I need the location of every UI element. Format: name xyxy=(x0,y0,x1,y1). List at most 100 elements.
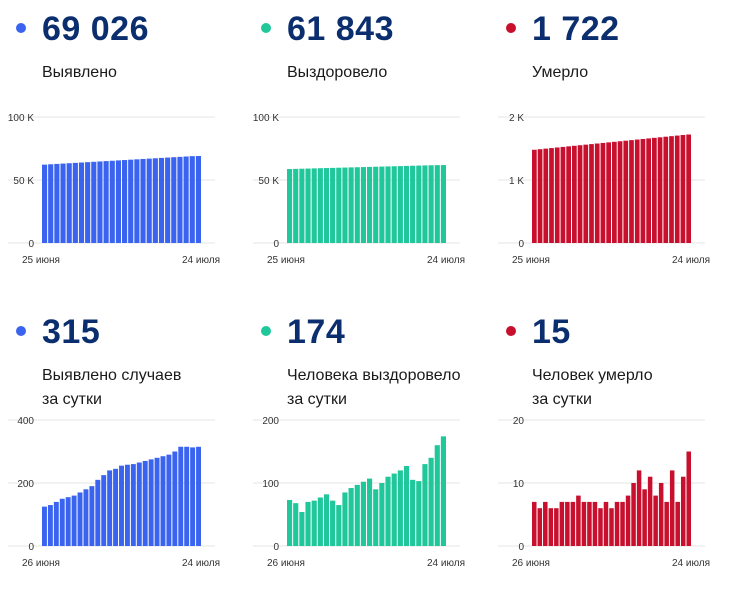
bar xyxy=(336,505,342,546)
x-tick-label: 24 июля xyxy=(427,558,465,569)
bar xyxy=(342,492,348,546)
bar xyxy=(66,163,72,243)
bar xyxy=(634,139,640,243)
bar xyxy=(113,468,119,546)
stat-label: Выявлено случаев за сутки xyxy=(42,364,181,412)
bar xyxy=(537,149,543,243)
bar xyxy=(686,134,691,243)
bar xyxy=(42,164,48,243)
x-tick-label: 24 июля xyxy=(182,255,220,266)
bar xyxy=(577,145,583,243)
x-tick-label: 25 июня xyxy=(512,255,550,266)
bar xyxy=(686,451,691,546)
bar xyxy=(95,479,101,546)
bar xyxy=(391,166,397,243)
bar xyxy=(336,167,342,243)
stat-label: Человека выздоровело за сутки xyxy=(287,364,460,412)
y-tick-label: 0 xyxy=(518,542,524,553)
bar xyxy=(311,500,317,546)
bar xyxy=(403,165,410,243)
stat-panel-detected: 69 026 Выявлено 100 K 50 K 0 25 июня 24 июля xyxy=(0,0,245,303)
bar xyxy=(385,476,391,546)
y-tick-label: 200 xyxy=(17,479,34,490)
bar xyxy=(636,470,642,546)
bar xyxy=(583,144,589,243)
bar xyxy=(142,460,148,546)
bar xyxy=(59,498,65,546)
bar xyxy=(434,445,440,546)
stat-value: 174 xyxy=(287,313,346,351)
bar xyxy=(646,138,651,243)
bar xyxy=(109,160,115,243)
bar xyxy=(140,158,146,243)
bar xyxy=(623,140,629,243)
x-tick-label: 25 июня xyxy=(267,255,305,266)
y-tick-label: 100 xyxy=(262,479,279,490)
bar xyxy=(146,158,152,243)
bar xyxy=(572,145,577,243)
bar xyxy=(594,143,600,243)
bar xyxy=(354,167,360,243)
bar xyxy=(379,483,385,546)
bar xyxy=(330,167,336,243)
bar-chart: 100 K 50 K 0 25 июня 24 июля xyxy=(253,113,465,266)
bar xyxy=(674,135,680,243)
bar xyxy=(348,167,354,243)
stat-value: 61 843 xyxy=(287,10,394,48)
y-tick-label: 50 K xyxy=(13,176,34,187)
bar xyxy=(680,476,686,546)
bar xyxy=(189,156,195,243)
bar xyxy=(165,157,171,243)
stat-label: Человек умерло за сутки xyxy=(532,364,653,412)
bar xyxy=(625,495,631,546)
y-tick-label: 0 xyxy=(28,239,34,250)
stat-value: 69 026 xyxy=(42,10,149,48)
bar xyxy=(134,159,140,243)
bar xyxy=(184,446,190,546)
bar xyxy=(60,163,66,243)
bar xyxy=(663,136,669,243)
bar xyxy=(620,501,625,546)
bar xyxy=(600,142,606,243)
bar xyxy=(72,162,78,243)
bar xyxy=(158,157,165,243)
bar xyxy=(171,157,177,243)
bar xyxy=(566,146,571,243)
y-tick-label: 2 K xyxy=(509,113,524,124)
bar xyxy=(379,166,385,243)
y-tick-label: 20 xyxy=(513,416,525,427)
y-tick-label: 100 K xyxy=(8,113,34,124)
stat-label-line: Человек умерло xyxy=(532,367,653,384)
stat-label: Выявлено xyxy=(42,61,117,85)
y-tick-label: 0 xyxy=(273,239,279,250)
bar xyxy=(42,506,47,547)
bar xyxy=(576,495,581,546)
stat-label-line: Умерло xyxy=(532,64,589,81)
bar xyxy=(342,167,348,243)
bar xyxy=(397,166,403,243)
bar xyxy=(606,142,611,243)
bar xyxy=(675,501,680,546)
bar xyxy=(428,165,434,243)
bar xyxy=(587,501,592,546)
y-tick-label: 10 xyxy=(513,479,525,490)
x-tick-label: 26 июня xyxy=(22,558,60,569)
bar xyxy=(653,495,658,546)
bar xyxy=(642,489,647,546)
bar xyxy=(293,503,299,546)
bar xyxy=(416,481,422,546)
bar xyxy=(323,168,330,243)
bar xyxy=(647,476,653,546)
bar xyxy=(97,161,103,243)
y-tick-label: 400 xyxy=(17,416,34,427)
bar xyxy=(548,508,554,546)
bar xyxy=(136,462,142,546)
bar xyxy=(160,456,166,546)
stat-label-line: Выявлено xyxy=(42,64,117,81)
color-dot xyxy=(506,326,516,336)
bar xyxy=(119,465,124,546)
y-tick-label: 1 K xyxy=(509,176,524,187)
stat-panel-died-daily: 15 Человек умерло за сутки 20 10 0 26 июня 24 и… xyxy=(490,303,735,606)
bar xyxy=(47,505,53,546)
bar xyxy=(428,457,434,546)
